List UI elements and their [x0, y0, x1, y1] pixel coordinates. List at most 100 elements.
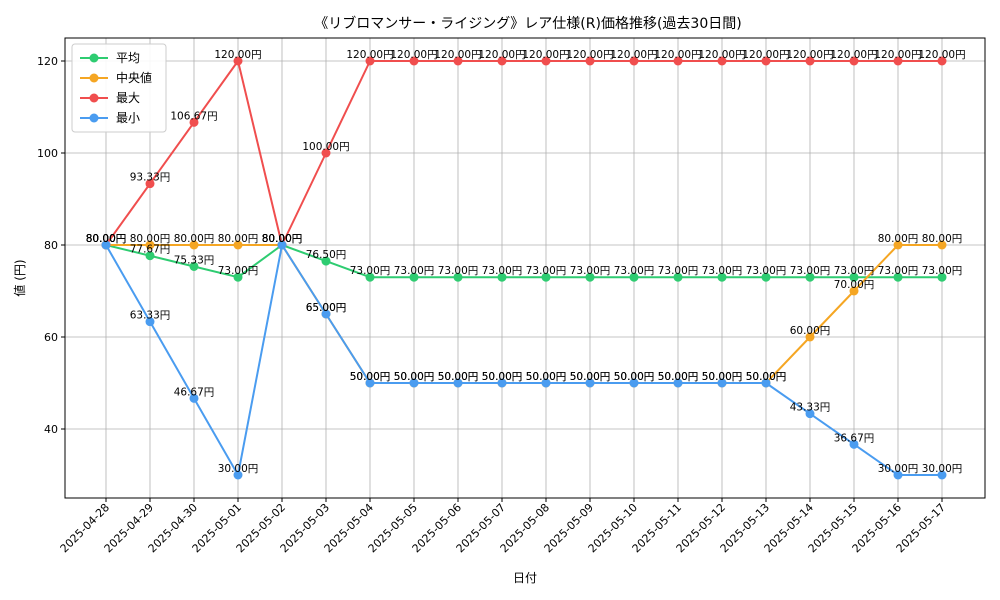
series-中央値: [101, 240, 947, 388]
data-point: [365, 56, 375, 66]
data-point: [189, 261, 199, 271]
legend-item: 最大: [80, 91, 140, 105]
legend-swatch-marker: [89, 53, 99, 63]
y-tick-label: 80: [44, 239, 58, 252]
data-label: 80.00円: [86, 233, 127, 245]
data-label: 50.00円: [526, 371, 567, 383]
data-point: [893, 240, 903, 250]
data-label: 50.00円: [350, 371, 391, 383]
data-point: [893, 470, 903, 480]
data-label: 50.00円: [658, 371, 699, 383]
data-point: [365, 272, 375, 282]
data-label: 73.00円: [570, 265, 611, 277]
data-point: [145, 240, 155, 250]
legend-item: 中央値: [80, 70, 152, 85]
data-label: 73.00円: [350, 265, 391, 277]
series-layer: [101, 56, 947, 480]
data-label: 50.00円: [746, 371, 787, 383]
x-axis-label: 日付: [513, 571, 537, 585]
data-label: 120.00円: [522, 49, 569, 61]
data-label: 73.00円: [526, 265, 567, 277]
data-label: 120.00円: [918, 49, 965, 61]
data-label: 50.00円: [570, 371, 611, 383]
data-point: [497, 56, 507, 66]
data-point: [893, 272, 903, 282]
y-tick-label: 120: [37, 55, 58, 68]
legend-swatch-marker: [89, 113, 99, 123]
data-label: 36.67円: [834, 432, 875, 444]
data-point: [937, 240, 947, 250]
data-label: 73.00円: [614, 265, 655, 277]
data-label: 73.00円: [438, 265, 479, 277]
data-label: 120.00円: [742, 49, 789, 61]
data-point: [629, 378, 639, 388]
series-line: [105, 244, 942, 279]
data-label: 120.00円: [786, 49, 833, 61]
data-point: [849, 272, 859, 282]
data-label: 120.00円: [390, 49, 437, 61]
data-label: 30.00円: [878, 463, 919, 475]
data-point: [761, 56, 771, 66]
data-label: 73.00円: [394, 265, 435, 277]
data-point: [189, 393, 199, 403]
data-point: [233, 56, 243, 66]
data-point: [277, 240, 287, 250]
data-label: 120.00円: [610, 49, 657, 61]
data-label: 80.00円: [922, 233, 963, 245]
data-point: [145, 251, 155, 261]
series-最大: [101, 56, 947, 250]
data-point: [893, 56, 903, 66]
y-tick-label: 40: [44, 423, 58, 436]
data-label: 50.00円: [482, 371, 523, 383]
legend-label: 中央値: [116, 70, 152, 85]
data-label: 77.67円: [130, 244, 171, 256]
data-point: [673, 56, 683, 66]
data-label: 43.33円: [790, 402, 831, 414]
data-point: [937, 272, 947, 282]
data-label: 73.00円: [790, 265, 831, 277]
data-point: [321, 256, 331, 266]
data-point: [365, 378, 375, 388]
data-label: 80.00円: [878, 233, 919, 245]
data-label: 60.00円: [790, 325, 831, 337]
data-label: 50.00円: [438, 371, 479, 383]
data-point: [101, 240, 111, 250]
data-point: [585, 378, 595, 388]
data-point: [541, 272, 551, 282]
legend-label: 最小: [116, 111, 140, 125]
data-label: 76.50円: [306, 249, 347, 261]
data-point: [145, 317, 155, 327]
data-point: [409, 272, 419, 282]
data-label: 73.00円: [702, 265, 743, 277]
data-point: [189, 117, 199, 127]
data-label: 120.00円: [654, 49, 701, 61]
data-label: 80.00円: [86, 233, 127, 245]
data-point: [189, 240, 199, 250]
data-label: 120.00円: [214, 49, 261, 61]
data-label: 50.00円: [702, 371, 743, 383]
data-point: [409, 378, 419, 388]
x-axis: 2025-04-282025-04-292025-04-302025-05-01…: [58, 498, 948, 555]
plot-frame: [64, 37, 986, 499]
data-point: [145, 179, 155, 189]
data-label: 63.33円: [130, 310, 171, 322]
data-point: [805, 409, 815, 419]
data-label: 80.00円: [130, 233, 171, 245]
data-point: [453, 378, 463, 388]
data-point: [321, 309, 331, 319]
legend-item: 最小: [80, 111, 140, 125]
data-label: 73.00円: [218, 265, 259, 277]
data-label: 30.00円: [922, 463, 963, 475]
data-label: 120.00円: [698, 49, 745, 61]
data-label: 80.00円: [86, 233, 127, 245]
data-label: 50.00円: [526, 371, 567, 383]
data-label: 50.00円: [570, 371, 611, 383]
data-point: [717, 272, 727, 282]
data-point: [805, 332, 815, 342]
data-label: 120.00円: [434, 49, 481, 61]
data-point: [321, 148, 331, 158]
data-label: 73.00円: [658, 265, 699, 277]
y-tick-label: 60: [44, 331, 58, 344]
